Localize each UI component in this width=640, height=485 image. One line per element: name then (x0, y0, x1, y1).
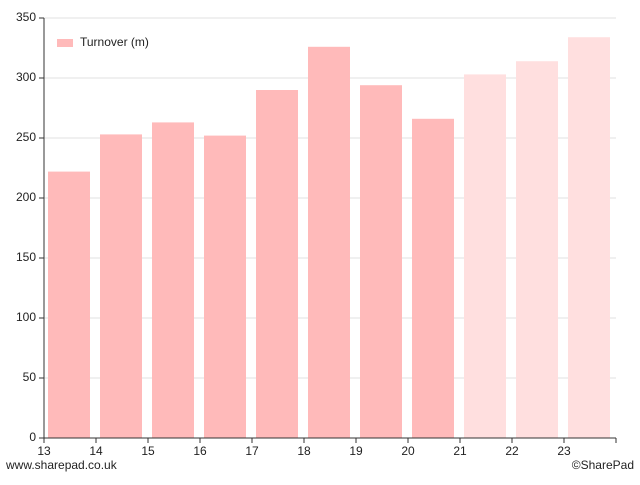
x-tick-label: 15 (141, 444, 155, 458)
bar (308, 46, 350, 439)
footer-left: www.sharepad.co.uk (5, 458, 118, 472)
y-tick-label: 0 (29, 430, 36, 444)
x-tick-label: 20 (401, 444, 415, 458)
x-tick-label: 13 (37, 444, 51, 458)
x-tick-label: 16 (193, 444, 207, 458)
y-tick-label: 100 (16, 310, 36, 324)
x-tick-label: 22 (505, 444, 519, 458)
y-tick-label: 250 (16, 130, 36, 144)
legend-swatch (57, 39, 73, 47)
bar (100, 134, 142, 438)
x-tick-label: 14 (89, 444, 103, 458)
bar (516, 61, 558, 438)
y-tick-label: 300 (16, 70, 36, 84)
x-tick-label: 19 (349, 444, 363, 458)
bar (204, 135, 246, 438)
x-tick-label: 17 (245, 444, 259, 458)
bar (48, 171, 90, 438)
y-tick-label: 150 (16, 250, 36, 264)
bar (568, 37, 610, 438)
x-tick-label: 21 (453, 444, 467, 458)
x-tick-label: 18 (297, 444, 311, 458)
legend-label: Turnover (m) (80, 35, 149, 49)
bar (256, 90, 298, 438)
y-tick-label: 200 (16, 190, 36, 204)
y-tick-label: 50 (23, 370, 37, 384)
y-tick-label: 350 (16, 10, 36, 24)
bar (412, 118, 454, 439)
bar (360, 85, 402, 438)
bar (464, 74, 506, 439)
bar (152, 122, 194, 439)
footer-right: ©SharePad (572, 458, 634, 472)
x-tick-label: 23 (557, 444, 571, 458)
